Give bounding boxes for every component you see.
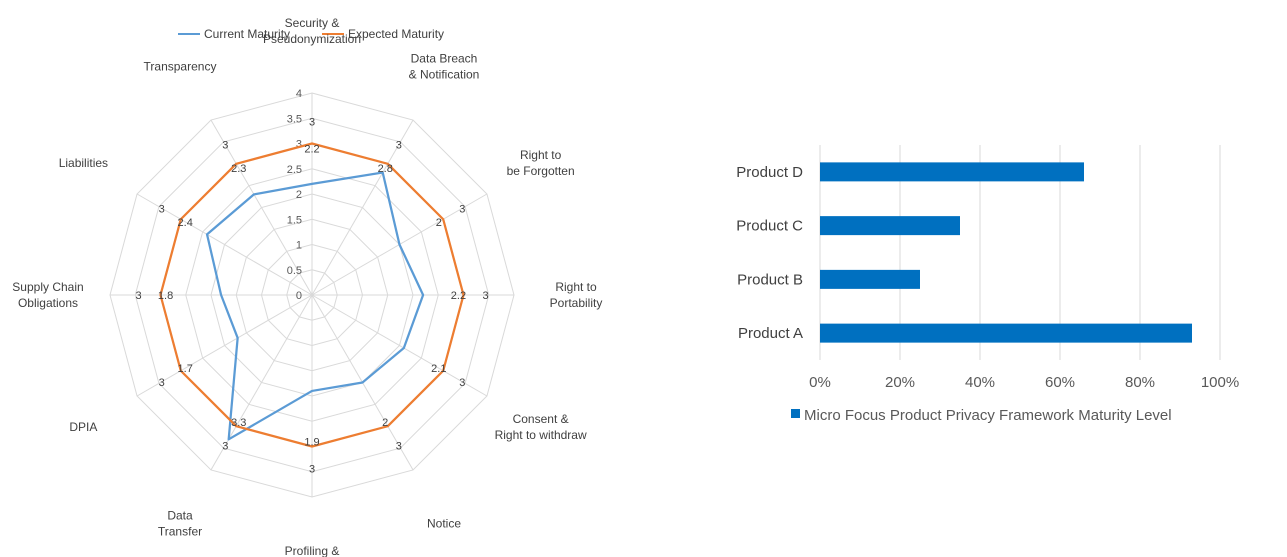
radar-category-labels: Security & Pseudonymization Data Breach & N… (12, 16, 602, 557)
radar-category-label: Supply Chain Obligations (12, 280, 83, 310)
bar (820, 269, 920, 289)
radar-spoke (210, 119, 313, 296)
data-label-current: 1.7 (178, 363, 193, 375)
data-label-current: 2.4 (178, 217, 193, 229)
data-label-current: 2.8 (378, 163, 393, 175)
data-label-current: 2.1 (431, 363, 446, 375)
data-label-expected: 3 (309, 464, 315, 476)
radar-spoke (136, 193, 313, 296)
data-label-expected: 3 (482, 290, 488, 302)
radar-category-label: Liabilities (59, 156, 108, 170)
bar (820, 162, 1084, 182)
bar-tick-label: 100% (1201, 374, 1239, 391)
data-label-expected: 3 (396, 440, 402, 452)
data-label-current: 2 (382, 417, 388, 429)
bar-category-label: Product A (738, 325, 803, 342)
bar-tick-label: 60% (1045, 374, 1075, 391)
data-label-expected: 3 (396, 140, 402, 152)
radar-tick-label: 2 (296, 189, 302, 201)
legend-swatch-maturity (791, 409, 800, 418)
data-label-expected: 3 (222, 440, 228, 452)
radar-category-label: Transparency (144, 59, 217, 73)
data-label-expected: 3 (459, 377, 465, 389)
series-line-current (205, 171, 425, 441)
radar-tick-label: 1 (296, 240, 302, 252)
radar-spoke (210, 294, 313, 471)
bar-tick-label: 40% (965, 374, 995, 391)
radar-tick-labels: 0 0.5 1 1.5 2 2.5 3 3.5 4 (287, 88, 302, 302)
bar-chart: Product D Product C Product B Product A 0% 2… (736, 145, 1239, 424)
data-label-expected: 3 (159, 377, 165, 389)
bar-category-label: Product C (736, 218, 803, 235)
radar-series (159, 142, 465, 448)
bar (820, 216, 960, 236)
data-label-current: 1.9 (304, 436, 319, 448)
legend-label-expected: Expected Maturity (348, 27, 444, 41)
data-label-current: 3.3 (231, 417, 246, 429)
radar-tick-label: 3 (296, 139, 302, 151)
bar-category-label: Product B (737, 271, 803, 288)
radar-legend: Current Maturity Expected Maturity (178, 27, 444, 41)
legend-label-maturity: Micro Focus Product Privacy Framework Ma… (804, 407, 1172, 424)
data-label-expected: 3 (459, 203, 465, 215)
bar-tick-label: 0% (809, 374, 831, 391)
radar-category-label: Data Transfer (158, 509, 202, 539)
radar-category-label: Profiling &User Behaviour (271, 544, 354, 557)
radar-category-label: DPIA (69, 420, 97, 434)
radar-category-label: Data Breach & Notification (409, 51, 480, 81)
data-label-current: 2.2 (451, 290, 466, 302)
bar-tick-label: 20% (885, 374, 915, 391)
radar-chart: Current Maturity Expected Maturity 0 0.5 1… (12, 16, 602, 557)
legend-label-current: Current Maturity (204, 27, 290, 41)
radar-tick-label: 0.5 (287, 265, 302, 277)
radar-tick-label: 0 (296, 290, 302, 302)
radar-category-label: Notice (427, 517, 461, 531)
radar-spoke (136, 294, 313, 397)
data-label-current: 2 (436, 217, 442, 229)
radar-category-label: Security & Pseudonymization (263, 16, 361, 46)
data-label-expected: 3 (159, 203, 165, 215)
data-label-current: 2.3 (231, 163, 246, 175)
radar-tick-label: 2.5 (287, 164, 302, 176)
bar-tick-labels: 0% 20% 40% 60% 80% 100% (809, 374, 1239, 391)
radar-tick-label: 1.5 (287, 214, 302, 226)
bar (820, 323, 1192, 343)
data-label-expected: 3 (135, 290, 141, 302)
data-label-expected: 3 (309, 117, 315, 129)
series-line-expected (159, 142, 465, 448)
bar-category-label: Product D (736, 164, 803, 181)
radar-category-label: Right to Portability (550, 280, 603, 310)
data-label-current: 1.8 (158, 290, 173, 302)
data-label-expected: 3 (222, 140, 228, 152)
radar-category-label: Consent & Right to withdraw (495, 412, 587, 442)
bar-category-labels: Product D Product C Product B Product A (736, 164, 803, 342)
radar-tick-label: 3.5 (287, 113, 302, 125)
bar-legend: Micro Focus Product Privacy Framework Ma… (791, 407, 1172, 424)
bar-bars (820, 162, 1192, 343)
data-label-current: 2.2 (304, 144, 319, 156)
radar-spoke (311, 119, 414, 296)
radar-spoke (311, 294, 488, 397)
bar-tick-label: 80% (1125, 374, 1155, 391)
radar-category-label: Right to be Forgotten (507, 148, 575, 178)
radar-tick-label: 4 (296, 88, 302, 100)
